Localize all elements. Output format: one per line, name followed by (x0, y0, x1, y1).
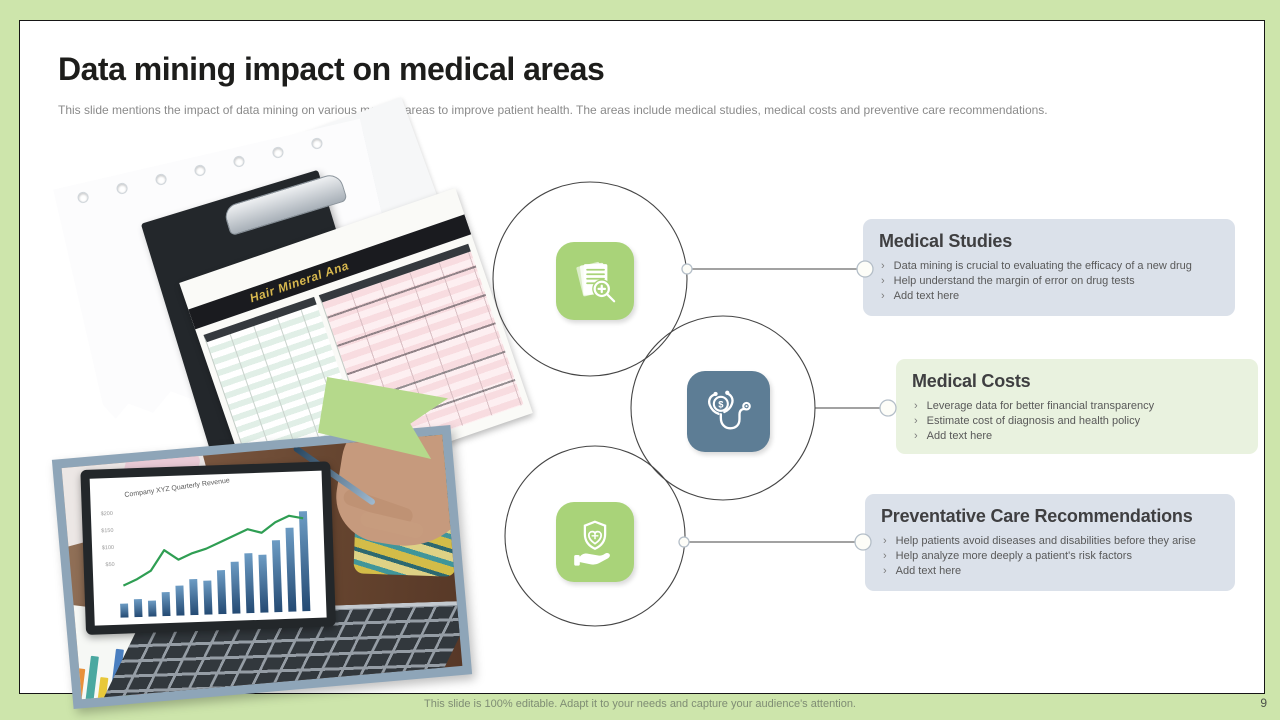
list-item-text: Help understand the margin of error on d… (893, 275, 1135, 287)
hand-shield-icon (574, 520, 610, 566)
list-item: › Help understand the margin of error on … (879, 274, 1227, 289)
list-item-text: Data mining is crucial to evaluating the… (893, 260, 1192, 272)
punch-hole (232, 155, 245, 168)
laptop-photo: Company XYZ Quarterly Revenue $200 $150 … (51, 425, 473, 709)
documents-magnifier-icon (576, 261, 616, 303)
laptop-chart-title: Company XYZ Quarterly Revenue (124, 477, 231, 500)
medical-studies-tile (556, 242, 634, 320)
list-item-text: Help analyze more deeply a patient's ris… (895, 550, 1132, 562)
punch-hole (77, 191, 90, 204)
list-item-text: Estimate cost of diagnosis and health po… (926, 415, 1141, 427)
bullet-marker: › (883, 550, 887, 562)
list-item-text: Leverage data for better financial trans… (926, 400, 1155, 412)
mini-bar (85, 655, 99, 700)
footer-note: This slide is 100% editable. Adapt it to… (424, 698, 856, 710)
laptop-chart (120, 511, 311, 618)
list-item-text: Help patients avoid diseases and disabil… (895, 535, 1196, 547)
preventative-care-tile (556, 502, 634, 582)
preventative-care-box: Preventative Care Recommendations › Help … (865, 494, 1235, 591)
medical-costs-list: › Leverage data for better financial tran… (912, 399, 1250, 444)
list-item-text: Add text here (893, 290, 960, 302)
bullet-marker: › (883, 565, 887, 577)
medical-costs-box: Medical Costs › Leverage data for better … (896, 359, 1258, 454)
medical-studies-title: Medical Studies (879, 231, 1013, 251)
medical-costs-title: Medical Costs (912, 371, 1031, 391)
axis-label: $100 (101, 544, 115, 552)
list-item-text: Add text here (895, 565, 962, 577)
mini-bar (73, 668, 86, 699)
bullet-marker: › (883, 535, 887, 547)
stethoscope-dollar-icon: $ (707, 390, 751, 430)
bullet-marker: › (881, 290, 885, 302)
axis-label: $150 (101, 527, 114, 535)
slide-content: Data mining impact on medical areas This… (19, 20, 1265, 709)
list-item: › Add text here (912, 429, 1250, 444)
slide-subtitle: This slide mentions the impact of data m… (58, 103, 1048, 117)
list-item: › Help analyze more deeply a patient's ri… (881, 549, 1227, 564)
list-item: › Help patients avoid diseases and disabi… (881, 534, 1227, 549)
axis-label: $50 (105, 561, 115, 569)
bullet-marker: › (881, 275, 885, 287)
svg-text:$: $ (718, 399, 724, 409)
punch-hole (310, 137, 323, 150)
bullet-marker: › (914, 430, 918, 442)
laptop-screen: Company XYZ Quarterly Revenue $200 $150 … (80, 461, 336, 635)
preventative-care-list: › Help patients avoid diseases and disabi… (881, 534, 1227, 579)
list-item: › Add text here (881, 564, 1227, 579)
punch-hole (154, 173, 167, 186)
punch-hole (271, 146, 284, 159)
medical-costs-tile: $ (687, 371, 770, 452)
list-item: › Add text here (879, 289, 1227, 304)
list-item: › Data mining is crucial to evaluating th… (879, 259, 1227, 274)
slide-title: Data mining impact on medical areas (58, 51, 605, 87)
punch-hole (193, 164, 206, 177)
list-item: › Estimate cost of diagnosis and health p… (912, 414, 1250, 429)
medical-studies-box: Medical Studies › Data mining is crucial … (863, 219, 1235, 316)
preventative-care-title: Preventative Care Recommendations (881, 506, 1193, 526)
bullet-marker: › (914, 415, 918, 427)
bullet-marker: › (914, 400, 918, 412)
axis-label: $200 (100, 510, 114, 518)
medical-studies-list: › Data mining is crucial to evaluating th… (879, 259, 1227, 304)
laptop-chart-axis: $200 $150 $100 $50 (97, 506, 115, 575)
punch-hole (115, 182, 128, 195)
list-item-text: Add text here (926, 430, 993, 442)
laptop-photo-inner: Company XYZ Quarterly Revenue $200 $150 … (61, 434, 463, 700)
list-item: › Leverage data for better financial tran… (912, 399, 1250, 414)
page-number: 9 (1260, 696, 1267, 710)
bullet-marker: › (881, 260, 885, 272)
